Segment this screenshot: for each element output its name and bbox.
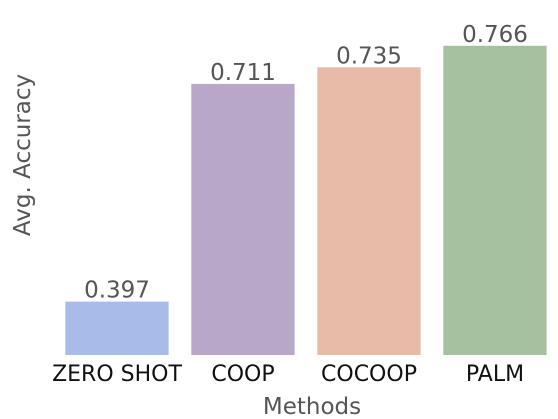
bar-cocoop: [317, 67, 421, 356]
x-tick-label-zero-shot: ZERO SHOT: [52, 362, 182, 387]
value-label-coop: 0.711: [210, 60, 276, 86]
x-tick-labels-group: ZERO SHOT COOP COCOOP PALM: [52, 362, 524, 387]
bar-coop: [191, 83, 295, 356]
value-labels-group: 0.397 0.711 0.735 0.766: [84, 22, 528, 304]
y-axis-label: Avg. Accuracy: [10, 74, 36, 236]
bar-palm: [443, 45, 547, 356]
x-tick-label-coop: COOP: [211, 362, 274, 387]
value-label-zero-shot: 0.397: [84, 278, 150, 304]
x-tick-label-palm: PALM: [466, 362, 524, 387]
value-label-cocoop: 0.735: [336, 43, 402, 69]
bars-group: [65, 45, 547, 356]
x-axis-label: Methods: [263, 394, 361, 419]
value-label-palm: 0.766: [462, 22, 528, 48]
x-tick-label-cocoop: COCOOP: [321, 362, 417, 387]
bar-zero-shot: [65, 301, 169, 355]
